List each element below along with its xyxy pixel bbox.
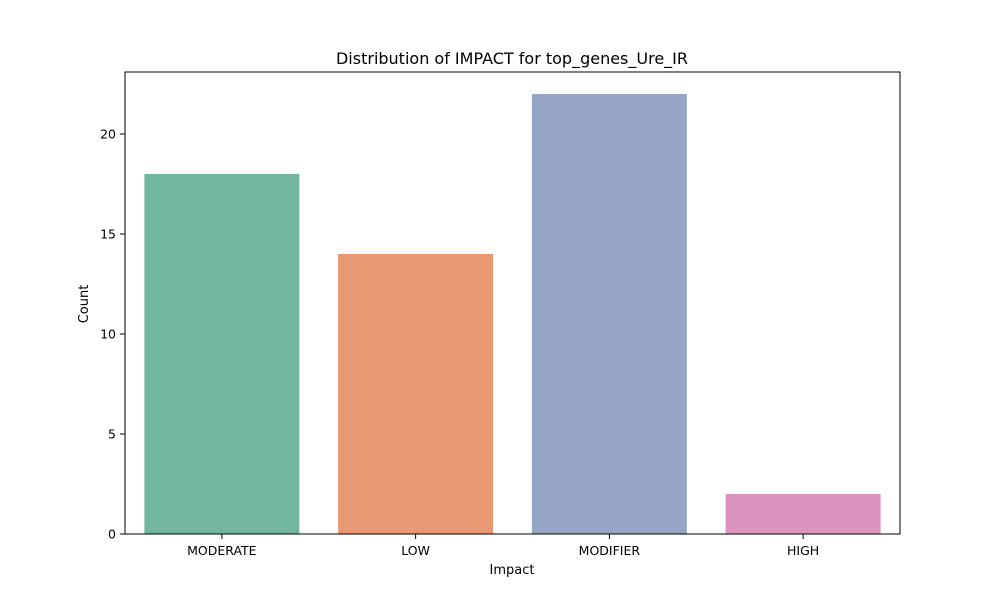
x-axis-label: Impact: [490, 563, 535, 578]
y-tick-label: 20: [100, 127, 116, 142]
bar-moderate: [144, 174, 300, 534]
y-axis-ticks: 0 5 10 15 20: [100, 127, 125, 542]
y-tick-label: 5: [108, 427, 116, 442]
y-tick-label: 15: [100, 227, 116, 242]
bar-low: [338, 254, 494, 534]
bars-group: [144, 94, 881, 534]
y-tick-label: 10: [100, 327, 116, 342]
plot-frame: [124, 71, 901, 535]
y-axis-label: Count: [77, 285, 92, 324]
x-tick-label: MODERATE: [187, 543, 257, 558]
x-tick-label: LOW: [401, 543, 430, 558]
y-tick-label: 0: [108, 527, 116, 542]
x-tick-label: HIGH: [787, 543, 819, 558]
x-tick-label: MODIFIER: [579, 543, 641, 558]
chart-title: Distribution of IMPACT for top_genes_Ure…: [336, 49, 688, 69]
bar-high: [725, 494, 881, 534]
bar-modifier: [531, 94, 687, 534]
x-axis-ticks: MODERATE LOW MODIFIER HIGH: [187, 534, 819, 558]
